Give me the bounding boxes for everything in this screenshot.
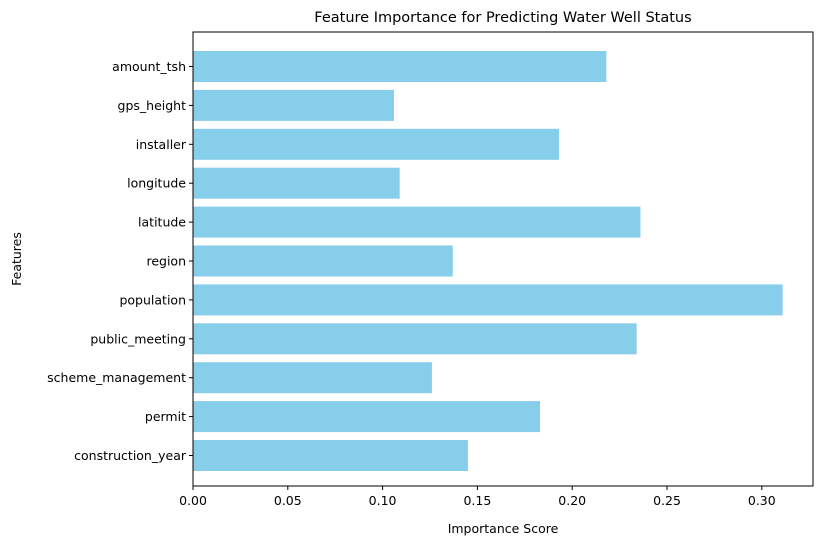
- x-tick-label: 0.25: [653, 493, 681, 508]
- x-tick-label: 0.20: [558, 493, 586, 508]
- bars-group: [193, 51, 783, 471]
- bar-permit: [193, 401, 540, 433]
- y-axis-label: Features: [9, 232, 24, 286]
- x-tick-label: 0.15: [463, 493, 491, 508]
- chart-title: Feature Importance for Predicting Water …: [314, 10, 691, 26]
- y-ticks-group: amount_tsh gps_height installer longitude la…: [47, 59, 193, 463]
- bar-amount-tsh: [193, 51, 607, 82]
- x-tick-label: 0.00: [179, 493, 207, 508]
- bar-latitude: [193, 206, 641, 238]
- y-tick-label: region: [146, 254, 186, 269]
- y-tick-label: construction_year: [74, 448, 187, 463]
- x-tick-label: 0.10: [369, 493, 397, 508]
- bar-longitude: [193, 167, 400, 199]
- bar-region: [193, 245, 453, 277]
- x-tick-label: 0.05: [274, 493, 302, 508]
- y-tick-label: installer: [136, 137, 187, 152]
- x-axis-label: Importance Score: [448, 521, 559, 536]
- y-tick-label: scheme_management: [47, 370, 186, 385]
- y-tick-label: public_meeting: [90, 331, 186, 346]
- y-tick-label: permit: [145, 409, 186, 424]
- y-tick-label: population: [119, 292, 186, 307]
- bar-installer: [193, 128, 559, 160]
- y-tick-label: longitude: [127, 176, 186, 191]
- x-ticks-group: 0.00 0.05 0.10 0.15 0.20 0.25 0.30: [179, 486, 776, 508]
- x-tick-label: 0.30: [748, 493, 776, 508]
- bar-construction-year: [193, 440, 468, 471]
- plot-frame: [192, 31, 814, 487]
- bar-gps-height: [193, 89, 394, 121]
- bar-public-meeting: [193, 323, 637, 355]
- y-tick-label: gps_height: [118, 98, 187, 113]
- y-tick-label: latitude: [138, 215, 186, 230]
- bar-population: [193, 284, 783, 316]
- y-tick-label: amount_tsh: [112, 59, 186, 74]
- bar-scheme-management: [193, 362, 432, 394]
